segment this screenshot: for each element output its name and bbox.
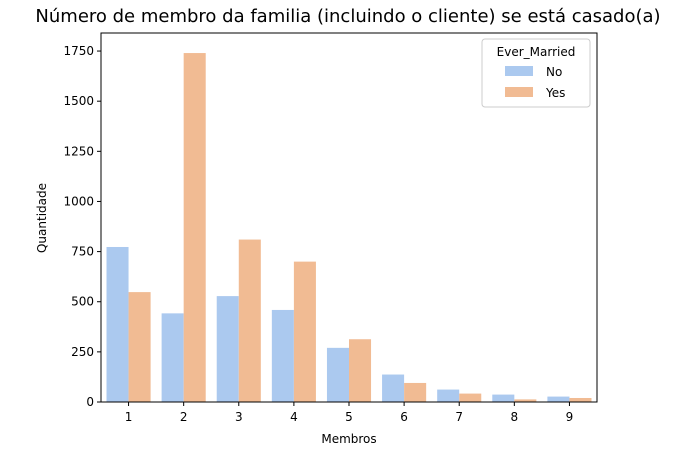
bars-group bbox=[106, 53, 592, 403]
y-tick-label: 500 bbox=[71, 295, 94, 309]
bar-yes-8 bbox=[514, 399, 537, 402]
x-tick-label: 4 bbox=[290, 410, 298, 424]
x-tick-label: 9 bbox=[566, 410, 574, 424]
bar-no-8 bbox=[492, 394, 515, 402]
legend: Ever_Married No Yes bbox=[481, 38, 591, 108]
bar-no-2 bbox=[161, 313, 184, 402]
bar-yes-7 bbox=[459, 393, 482, 402]
bar-yes-4 bbox=[293, 261, 316, 402]
bar-no-5 bbox=[326, 347, 349, 402]
y-tick-label: 1500 bbox=[63, 94, 94, 108]
x-tick-label: 7 bbox=[455, 410, 463, 424]
x-axis: 1 2 3 4 5 6 7 8 9 bbox=[125, 402, 574, 424]
bar-yes-3 bbox=[238, 239, 261, 402]
bar-yes-9 bbox=[569, 397, 592, 402]
legend-title: Ever_Married bbox=[497, 45, 576, 59]
bar-yes-1 bbox=[128, 292, 151, 402]
x-tick-label: 3 bbox=[235, 410, 243, 424]
bar-no-1 bbox=[106, 246, 129, 402]
x-tick-label: 6 bbox=[400, 410, 408, 424]
plot-frame bbox=[100, 32, 598, 403]
y-tick-label: 1250 bbox=[63, 144, 94, 158]
bar-no-6 bbox=[382, 374, 405, 402]
legend-swatch-no bbox=[505, 66, 533, 76]
chart-title: Número de membro da familia (incluindo o… bbox=[35, 6, 661, 27]
y-tick-label: 750 bbox=[71, 245, 94, 259]
bar-no-4 bbox=[271, 309, 294, 402]
y-tick-label: 0 bbox=[86, 395, 94, 409]
legend-label-no: No bbox=[546, 65, 562, 79]
x-axis-label: Membros bbox=[321, 432, 376, 446]
bar-no-3 bbox=[216, 296, 239, 402]
y-tick-label: 1750 bbox=[63, 44, 94, 58]
bar-no-9 bbox=[547, 396, 570, 402]
x-tick-label: 1 bbox=[125, 410, 133, 424]
bar-yes-5 bbox=[349, 339, 372, 402]
y-axis-label: Quantidade bbox=[35, 183, 49, 253]
legend-label-yes: Yes bbox=[545, 86, 565, 100]
y-tick-label: 250 bbox=[71, 345, 94, 359]
y-axis: 0 250 500 750 1000 1250 1500 1750 bbox=[63, 44, 101, 409]
x-tick-label: 8 bbox=[511, 410, 519, 424]
bar-yes-6 bbox=[404, 382, 427, 402]
legend-swatch-yes bbox=[505, 87, 533, 97]
x-tick-label: 5 bbox=[345, 410, 353, 424]
x-tick-label: 2 bbox=[180, 410, 188, 424]
bar-yes-2 bbox=[183, 53, 206, 403]
bar-no-7 bbox=[437, 389, 460, 402]
y-tick-label: 1000 bbox=[63, 194, 94, 208]
